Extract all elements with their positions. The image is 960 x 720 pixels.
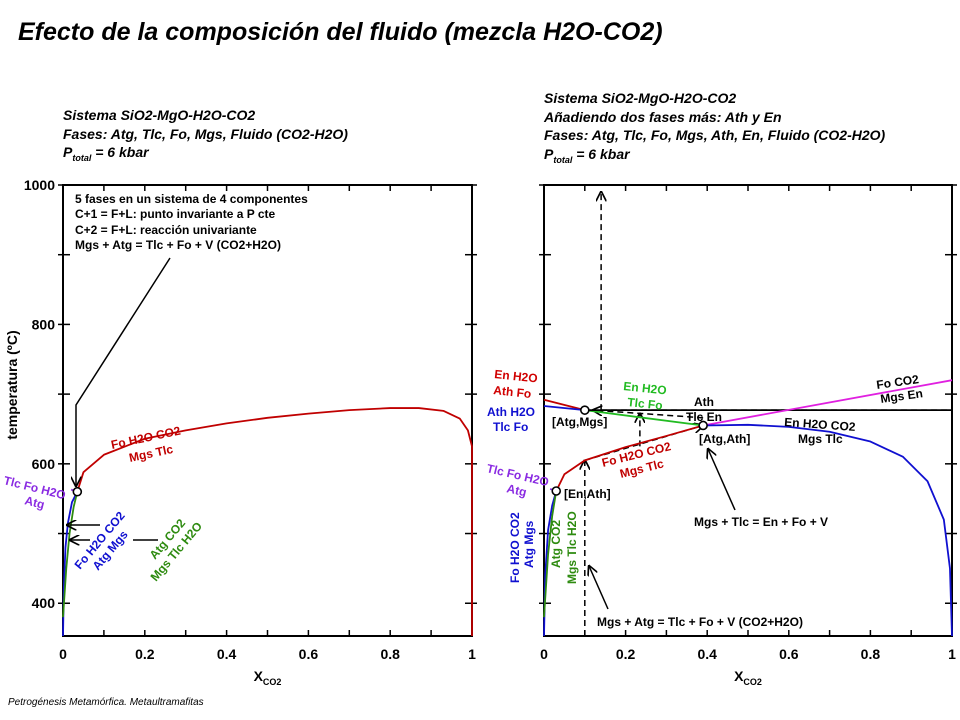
label-enco2-top: En H2O CO2 bbox=[784, 415, 856, 434]
left-subtitle: Sistema SiO2-MgO-H2O-CO2 Fases: Atg, Tlc… bbox=[63, 106, 348, 167]
x-axis-label-subscript: CO2 bbox=[263, 677, 282, 687]
label-green-top: En H2O bbox=[623, 379, 668, 397]
invariant-point bbox=[579, 405, 590, 415]
pressure-symbol: P bbox=[544, 145, 554, 162]
x-tick-label: 1 bbox=[468, 646, 476, 662]
x-tick-label: 1 bbox=[948, 646, 956, 662]
reaction-arrow-2 bbox=[589, 566, 609, 610]
y-tick-label: 800 bbox=[32, 316, 56, 332]
label-purple-bot: Atg bbox=[505, 481, 528, 499]
left-chart: 0 0.2 0.4 0.6 0.8 1 400 600 800 1000 XCO2 bbox=[24, 177, 477, 687]
x-axis-label-subscript: CO2 bbox=[743, 677, 762, 687]
x-tick-label: 0.4 bbox=[217, 646, 237, 662]
left-pressure: Ptotal = 6 kbar bbox=[63, 143, 348, 167]
invariant-point bbox=[72, 486, 83, 497]
x-tick-label: 0 bbox=[540, 646, 548, 662]
right-subtitle-line: Sistema SiO2-MgO-H2O-CO2 bbox=[544, 90, 737, 106]
right-pressure: Ptotal = 6 kbar bbox=[544, 145, 885, 169]
x-tick-label: 0.8 bbox=[861, 646, 881, 662]
label-ath-top: Ath bbox=[694, 395, 714, 409]
right-subtitle-line: Fases: Atg, Tlc, Fo, Mgs, Ath, En, Fluid… bbox=[544, 127, 886, 143]
y-tick-label: 600 bbox=[32, 456, 56, 472]
annotation-line: C+2 = F+L: reacción univariante bbox=[75, 223, 257, 237]
label-enh2o-top: En H2O bbox=[494, 367, 539, 385]
x-tick-label: 0.6 bbox=[299, 646, 319, 662]
x-tick-label: 0.4 bbox=[697, 646, 717, 662]
annotation-line: C+1 = F+L: punto invariante a P cte bbox=[75, 207, 275, 221]
label-athh2o-bot: Tlc Fo bbox=[493, 420, 528, 434]
left-curve-labels: Fo H2O CO2 Mgs Tlc Tlc Fo H2O Atg Fo H2O… bbox=[2, 423, 205, 583]
reaction-curve bbox=[62, 491, 79, 618]
reaction-label-2: Mgs + Atg = Tlc + Fo + V (CO2+H2O) bbox=[597, 615, 803, 629]
label-enco2-bot: Mgs Tlc bbox=[798, 432, 843, 446]
pressure-subscript: total bbox=[553, 154, 573, 165]
left-annotation: 5 fases en un sistema de 4 componentes C… bbox=[75, 192, 308, 252]
plot-frame bbox=[62, 184, 473, 637]
reaction-curve bbox=[543, 490, 558, 618]
y-tick-label: 1000 bbox=[24, 177, 55, 193]
reaction-curve bbox=[584, 409, 704, 427]
x-tick-label: 0.8 bbox=[380, 646, 400, 662]
label-green2-top: Atg CO2 bbox=[549, 520, 563, 568]
pressure-value: = 6 kbar bbox=[91, 144, 149, 160]
reaction-curve bbox=[555, 424, 704, 492]
x-tick-label: 0.6 bbox=[779, 646, 799, 662]
label-green-bot: Tlc Fo bbox=[627, 395, 664, 413]
right-subtitle: Sistema SiO2-MgO-H2O-CO2 Añadiendo dos f… bbox=[544, 89, 885, 169]
label-inv-atg-mgs: [Atg,Mgs] bbox=[552, 415, 607, 429]
invariant-point bbox=[551, 486, 562, 496]
reaction-curve bbox=[702, 379, 953, 427]
reaction-label-1: Mgs + Tlc = En + Fo + V bbox=[694, 515, 828, 529]
y-axis-label: temperatura (ºC) bbox=[4, 330, 20, 439]
pressure-symbol: P bbox=[63, 144, 73, 160]
x-tick-label: 0 bbox=[59, 646, 67, 662]
dashed-reaction-path bbox=[593, 410, 704, 419]
reaction-curve bbox=[76, 407, 473, 636]
footer-caption: Petrogénesis Metamórfica. Metaultramafit… bbox=[8, 697, 204, 708]
right-curve-labels: En H2O Ath Fo Ath H2O Tlc Fo En H2O Tlc … bbox=[485, 367, 923, 629]
label-green2-bot: Mgs Tlc H2O bbox=[565, 511, 579, 584]
slide-title: Efecto de la composición del fluido (mez… bbox=[18, 18, 663, 46]
reaction-arrow-1 bbox=[708, 449, 736, 511]
label-athh2o-top: Ath H2O bbox=[487, 405, 535, 419]
y-tick-label: 400 bbox=[32, 595, 56, 611]
label-purple-bot: Atg bbox=[23, 493, 46, 511]
right-chart: 0 0.2 0.4 0.6 0.8 1 XCO2 bbox=[539, 184, 957, 687]
annotation-arrow bbox=[76, 257, 171, 486]
x-tick-label: 0.2 bbox=[135, 646, 155, 662]
reaction-curve bbox=[543, 405, 585, 412]
label-foco2-bot: Mgs En bbox=[879, 386, 923, 406]
label-inv-en-ath: [En,Ath] bbox=[564, 487, 611, 501]
left-subtitle-line: Fases: Atg, Tlc, Fo, Mgs, Fluido (CO2-H2… bbox=[63, 125, 348, 142]
annotation-line: 5 fases en un sistema de 4 componentes bbox=[75, 192, 308, 206]
reaction-curve bbox=[703, 423, 953, 637]
label-blue-top: Fo H2O CO2 bbox=[508, 512, 522, 583]
x-axis-label: XCO2 bbox=[254, 668, 282, 687]
annotation-line: Mgs + Atg = Tlc + Fo + V (CO2+H2O) bbox=[75, 238, 281, 252]
label-enh2o-bot: Ath Fo bbox=[493, 383, 532, 401]
right-subtitle-line: Añadiendo dos fases más: Ath y En bbox=[544, 108, 782, 125]
x-axis-label: XCO2 bbox=[734, 668, 762, 687]
label-foco2-top: Fo CO2 bbox=[875, 372, 920, 392]
label-blue-bot: Atg Mgs bbox=[522, 520, 536, 568]
pressure-subscript: total bbox=[72, 152, 92, 163]
left-subtitle-line: Sistema SiO2-MgO-H2O-CO2 bbox=[63, 107, 256, 123]
label-inv-atg-ath: [Atg,Ath] bbox=[699, 432, 750, 446]
pressure-value: = 6 kbar bbox=[572, 145, 630, 162]
x-tick-label: 0.2 bbox=[616, 646, 636, 662]
reaction-curve bbox=[543, 398, 586, 412]
invariant-point bbox=[698, 420, 708, 431]
label-ath-bot: Tlc En bbox=[686, 410, 722, 424]
